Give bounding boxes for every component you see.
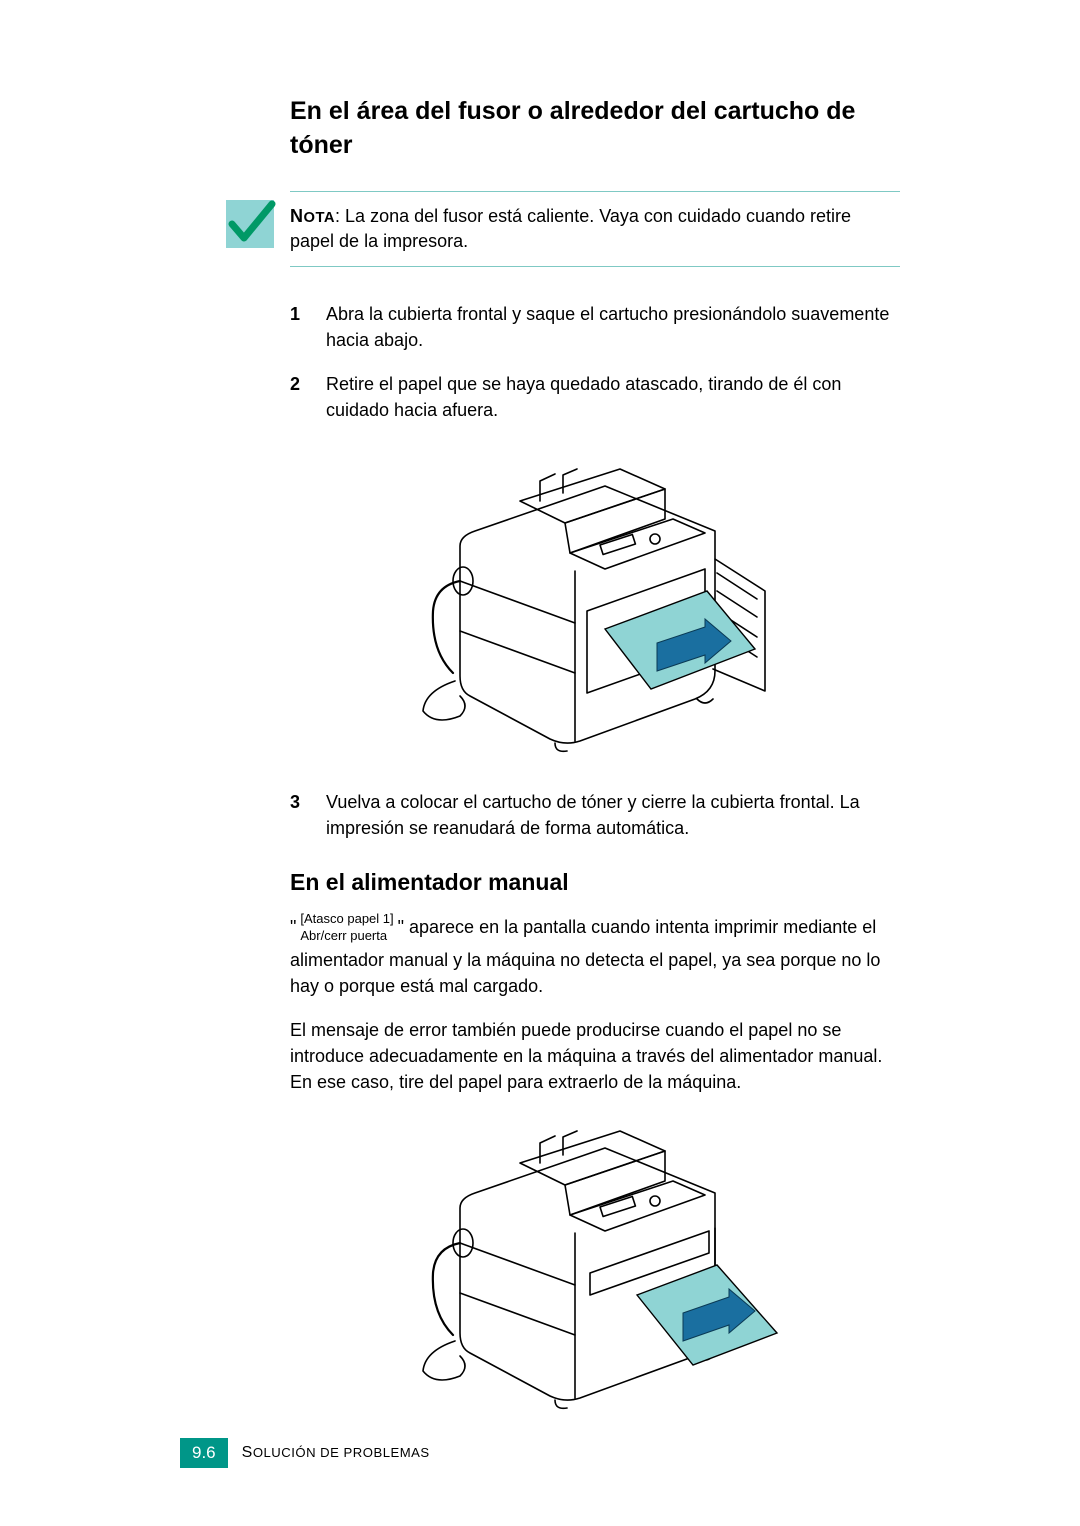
step-text: Retire el papel que se haya quedado atas… (326, 371, 900, 423)
section-heading-manual-feeder: En el alimentador manual (290, 869, 900, 896)
figure-printer-fuser (290, 441, 900, 761)
manual-feeder-para-1: "[Atasco papel 1]Abr/cerr puerta" aparec… (290, 914, 900, 999)
figure-printer-manual-feed (290, 1113, 900, 1413)
manual-feeder-para-2: El mensaje de error también puede produc… (290, 1017, 900, 1095)
checkmark-icon (224, 198, 276, 250)
step-number: 1 (290, 301, 304, 353)
step-number: 2 (290, 371, 304, 423)
step-text: Vuelva a colocar el cartucho de tóner y … (326, 789, 900, 841)
step-1: 1 Abra la cubierta frontal y saque el ca… (290, 301, 900, 353)
note-block: NOTA: La zona del fusor está caliente. V… (290, 191, 900, 267)
step-3: 3 Vuelva a colocar el cartucho de tóner … (290, 789, 900, 841)
page-number-badge: 9.6 (180, 1438, 228, 1468)
step-number: 3 (290, 789, 304, 841)
section-heading-fuser: En el área del fusor o alrededor del car… (290, 95, 900, 163)
step-text: Abra la cubierta frontal y saque el cart… (326, 301, 900, 353)
chapter-title: SOLUCIÓN DE PROBLEMAS (242, 1444, 430, 1462)
note-label: NOTA (290, 206, 335, 226)
note-text: NOTA: La zona del fusor está caliente. V… (290, 204, 900, 254)
step-2: 2 Retire el papel que se haya quedado at… (290, 371, 900, 423)
lcd-message: [Atasco papel 1]Abr/cerr puerta (296, 911, 397, 944)
page-footer: 9.6 SOLUCIÓN DE PROBLEMAS (180, 1438, 430, 1468)
